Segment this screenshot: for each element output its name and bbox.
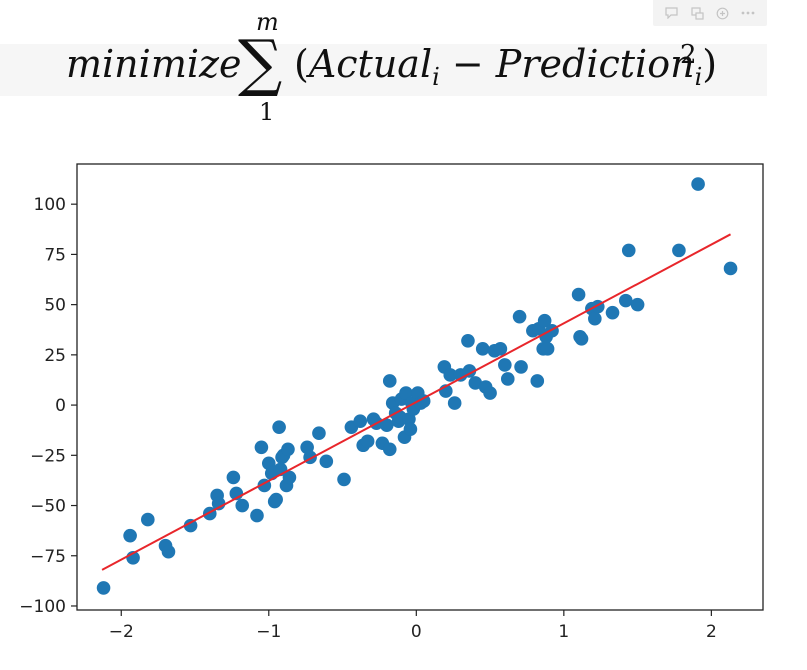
data-point: [382, 374, 397, 388]
y-tick-label: −25: [30, 446, 66, 466]
data-point: [319, 454, 334, 469]
data-point: [500, 372, 515, 386]
data-point: [605, 305, 620, 320]
data-point: [483, 386, 497, 400]
y-tick-label: 0: [55, 396, 66, 416]
data-point: [462, 364, 477, 378]
more-icon[interactable]: [739, 4, 757, 22]
cell-toolbar: [653, 0, 767, 26]
data-point: [337, 472, 351, 487]
data-point: [621, 243, 636, 258]
data-point: [360, 434, 375, 449]
data-point: [672, 243, 686, 258]
y-tick-label: 25: [44, 346, 66, 366]
x-tick-label: −1: [256, 622, 281, 642]
data-point: [235, 498, 250, 513]
present-icon[interactable]: [688, 4, 706, 22]
data-point: [530, 374, 545, 388]
data-point: [540, 342, 555, 356]
data-point: [269, 492, 283, 507]
data-point: [416, 394, 431, 408]
data-point: [630, 297, 645, 312]
data-point: [281, 442, 295, 457]
formula-background: [0, 44, 767, 96]
data-point: [691, 177, 705, 191]
data-point: [619, 293, 633, 308]
x-tick-label: 1: [558, 622, 569, 642]
data-point: [574, 331, 589, 346]
data-point: [211, 496, 226, 511]
y-tick-label: −100: [19, 597, 66, 617]
actual-term: Actual: [308, 42, 433, 86]
data-point: [382, 442, 397, 457]
data-point: [723, 261, 738, 276]
x-tick-label: 2: [706, 622, 717, 642]
data-point: [447, 396, 462, 410]
x-tick-label: −2: [109, 622, 134, 642]
data-point: [399, 386, 413, 400]
formula-body: (Actuali − Predictioni): [294, 42, 718, 91]
y-tick-label: 100: [34, 195, 66, 215]
data-point: [161, 544, 176, 559]
summation-sigma: ∑: [238, 26, 283, 99]
data-point: [123, 528, 137, 543]
data-point: [493, 342, 508, 356]
data-point: [588, 311, 602, 326]
data-point: [272, 420, 286, 434]
data-point: [226, 470, 241, 485]
x-tick-label: 0: [411, 622, 422, 642]
data-point: [512, 309, 527, 324]
comment-icon[interactable]: [663, 4, 681, 22]
prediction-term: Prediction: [495, 42, 695, 86]
data-point: [403, 422, 418, 436]
data-point: [475, 342, 490, 356]
chart-svg: −2 −1 0 1 2 −100 −75 −50 −25 0 25 50 75 100: [19, 163, 764, 642]
data-point: [468, 376, 483, 390]
regression-line: [101, 233, 732, 571]
data-point: [282, 470, 297, 485]
data-point: [312, 426, 326, 441]
data-point: [537, 313, 552, 328]
sum-lower-limit: 1: [259, 98, 275, 126]
data-point: [498, 358, 512, 372]
scatter-plot: −2 −1 0 1 2 −100 −75 −50 −25 0 25 50 75 100: [0, 140, 807, 666]
data-point: [514, 360, 528, 374]
y-tick-label: −50: [30, 497, 66, 517]
formula-prefix: minimize: [66, 42, 242, 86]
sum-upper-limit: m: [256, 8, 279, 36]
y-tick-label: 50: [44, 296, 66, 316]
loss-formula: minimize m ∑ 1 (Actuali − Predictioni) 2: [0, 0, 807, 130]
data-point: [380, 418, 394, 432]
formula-exponent: 2: [680, 40, 697, 70]
data-point: [183, 518, 198, 533]
y-tick-label: −75: [30, 547, 66, 567]
data-point: [443, 368, 458, 382]
data-point: [141, 512, 155, 527]
data-point: [461, 333, 475, 348]
y-tick-label: 75: [44, 245, 66, 265]
data-point: [571, 287, 586, 302]
data-point: [96, 581, 111, 595]
data-point: [254, 440, 269, 455]
data-point: [250, 508, 264, 523]
add-icon[interactable]: [714, 4, 732, 22]
data-point: [353, 414, 368, 428]
